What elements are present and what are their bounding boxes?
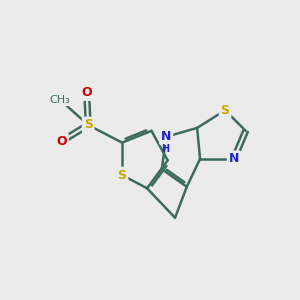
Text: O: O xyxy=(56,135,67,148)
Text: S: S xyxy=(118,169,127,182)
Text: CH₃: CH₃ xyxy=(50,95,70,105)
Text: S: S xyxy=(84,118,93,131)
Text: N: N xyxy=(161,130,171,143)
Text: S: S xyxy=(220,104,230,117)
Text: O: O xyxy=(81,86,92,99)
Text: H: H xyxy=(161,144,170,154)
Text: N: N xyxy=(229,152,239,165)
